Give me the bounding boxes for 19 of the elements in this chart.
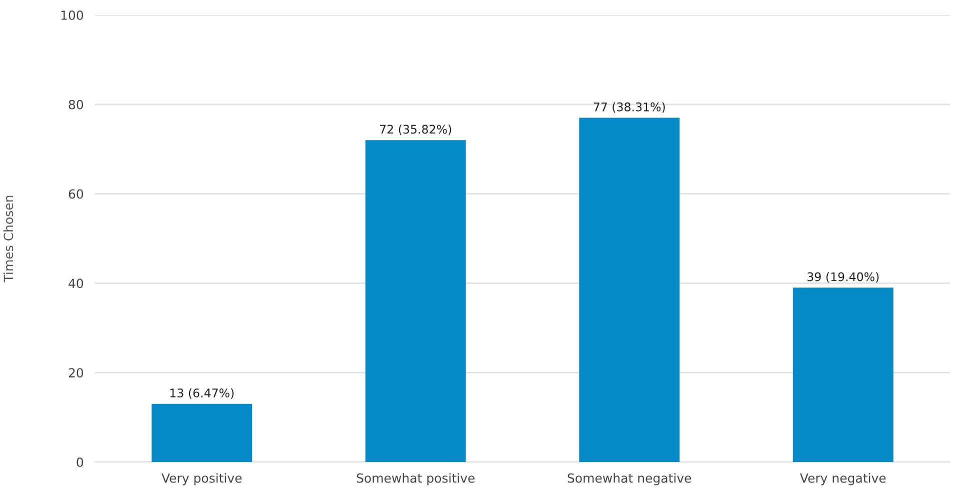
y-tick-label: 60	[68, 189, 84, 199]
bar	[579, 118, 680, 462]
data-label: 39 (19.40%)	[808, 272, 879, 283]
y-tick-label: 0	[76, 457, 84, 467]
y-tick-label: 80	[68, 100, 84, 110]
data-label: 72 (35.82%)	[380, 124, 452, 136]
y-tick-label: 40	[68, 278, 84, 288]
data-label: 77 (38.31%)	[594, 102, 665, 113]
bar	[152, 404, 252, 462]
data-label: 13 (6.47%)	[170, 388, 234, 399]
y-axis-title: Times Chosen	[3, 196, 14, 282]
y-tick-label: 20	[68, 368, 84, 378]
bar	[365, 140, 466, 462]
bar	[792, 288, 894, 462]
y-tick-label: 100	[61, 10, 84, 20]
x-tick-label: Somewhat positive	[356, 473, 475, 486]
x-tick-label: Somewhat negative	[568, 473, 692, 486]
x-tick-label: Very positive	[162, 473, 242, 486]
x-tick-label: Very negative	[800, 473, 886, 486]
